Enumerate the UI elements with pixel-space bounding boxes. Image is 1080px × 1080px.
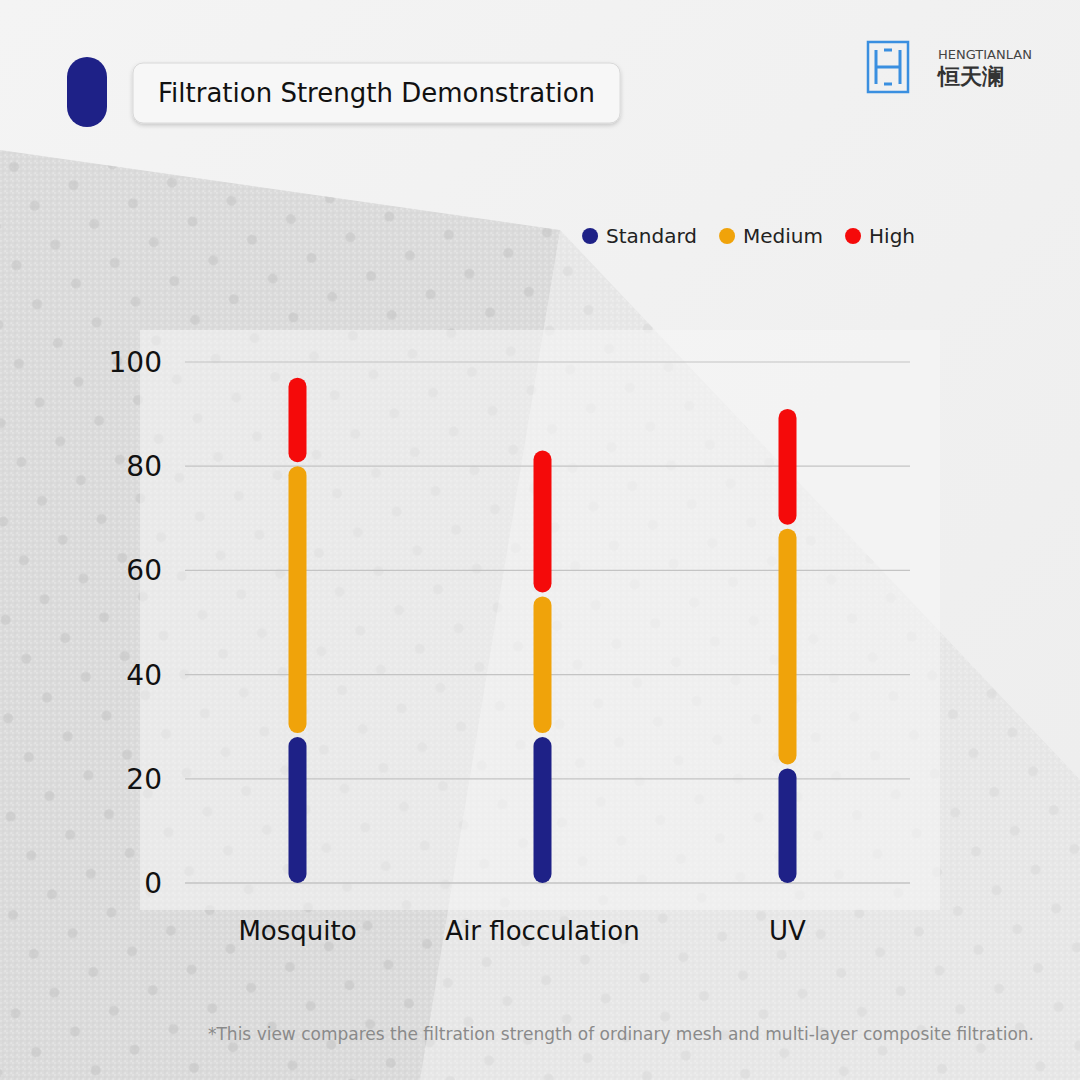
title-pill <box>67 57 107 127</box>
title-box <box>133 63 620 123</box>
legend-label: Standard <box>606 224 697 248</box>
bars <box>289 378 797 883</box>
plot-veil <box>140 330 940 910</box>
legend-item: Standard <box>582 224 697 248</box>
y-tick-label: 0 <box>144 867 162 900</box>
y-tick-label: 80 <box>126 450 162 483</box>
grid <box>185 362 910 883</box>
grid-line <box>185 361 910 362</box>
page: Filtration Strength Demonstration HENGTIA… <box>0 0 1080 1080</box>
fabric-dots <box>0 150 1080 1080</box>
legend-item: High <box>845 224 915 248</box>
grid-line <box>185 882 910 883</box>
legend-swatch <box>582 228 598 244</box>
y-tick-label: 60 <box>126 554 162 587</box>
x-axis-line <box>185 882 910 883</box>
bar-segment <box>779 409 797 525</box>
bar-segment <box>534 596 552 733</box>
logo <box>868 42 908 92</box>
y-tick-label: 100 <box>109 346 162 379</box>
bar-segment <box>289 378 307 463</box>
legend-label: High <box>869 224 915 248</box>
bar-segment <box>534 737 552 883</box>
y-tick-label: 40 <box>126 659 162 692</box>
x-tick-label: Air flocculation <box>445 916 639 946</box>
legend-swatch <box>719 228 735 244</box>
legend-label: Medium <box>743 224 823 248</box>
brand-cn: 恒天澜 <box>936 64 1004 89</box>
chart-title: Filtration Strength Demonstration <box>158 78 595 108</box>
x-tick-label: Mosquito <box>238 916 356 946</box>
footnote: *This view compares the filtration stren… <box>208 1024 1034 1044</box>
y-tick-label: 20 <box>126 763 162 796</box>
background <box>0 0 1080 1080</box>
x-tick-label: UV <box>769 916 806 946</box>
bar-segment <box>534 451 552 593</box>
bar-segment <box>289 737 307 883</box>
y-ticks: 0 20 40 60 80 100 <box>109 346 162 900</box>
legend: Standard Medium High <box>582 224 915 248</box>
legend-swatch <box>845 228 861 244</box>
legend-item: Medium <box>719 224 823 248</box>
fabric <box>0 150 1080 1080</box>
brand: HENGTIANLAN <box>938 47 1032 62</box>
bar-segment <box>289 466 307 733</box>
bar-segment <box>779 768 797 883</box>
bar-segment <box>779 529 797 765</box>
